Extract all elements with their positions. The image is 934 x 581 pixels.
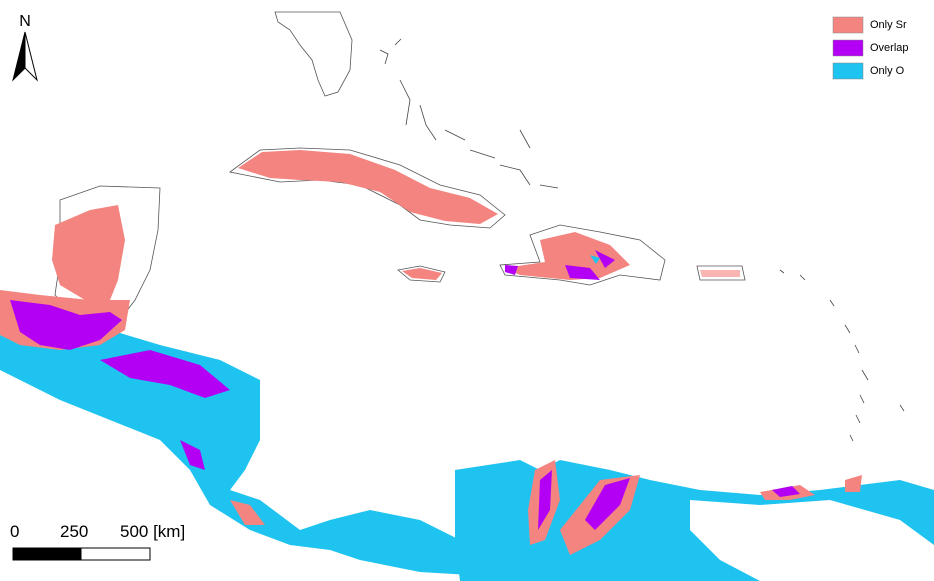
legend: Only Sr Overlap Only O [832,16,909,80]
bahamas [379,38,559,189]
scale-segment-white [80,547,151,561]
guatemala-overlap [100,350,230,398]
north-label: N [19,13,31,30]
scale-label: 500 [km] [120,522,185,541]
honduras-overlap [180,440,205,470]
venezuela-overlap [585,478,630,530]
cuba-only-sr [238,150,498,224]
colombia-overlap [538,470,552,530]
florida [274,11,353,97]
hispaniola-only-sr [505,232,630,280]
jamaica-only-sr [402,268,442,280]
costa-rica-only-sr [230,500,265,525]
puerto-rico-only-sr [700,270,740,277]
north-arrow: N [12,13,38,82]
yucatan-only-sr [52,205,125,300]
central-america-only-o [0,330,470,575]
scale-label: 250 [60,522,88,541]
hispaniola-overlap [505,250,615,280]
lesser-antilles [779,269,905,442]
hispaniola-only-o [590,255,600,264]
legend-swatch [832,16,864,34]
legend-label: Only O [870,65,905,77]
legend-swatch [832,62,864,80]
legend-swatch [832,39,864,57]
legend-label: Overlap [870,42,909,54]
trinidad-region-overlap [772,486,800,497]
mexico-overlap [10,300,122,350]
scale-label: 0 [10,522,19,541]
south-america-dry [690,500,934,581]
scale-segment-black [12,547,82,561]
legend-label: Only Sr [870,19,907,31]
trinidad-only-sr [845,475,862,492]
scale-bar: 0 250 500 [km] [10,522,185,561]
